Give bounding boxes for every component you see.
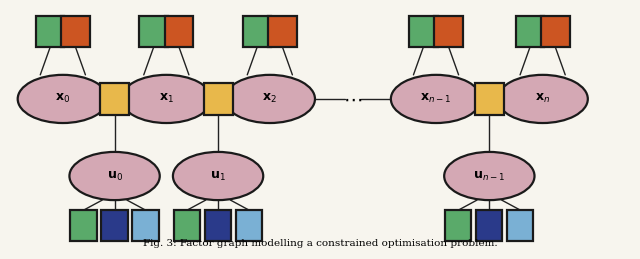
Ellipse shape bbox=[69, 152, 160, 200]
Ellipse shape bbox=[121, 75, 211, 123]
FancyBboxPatch shape bbox=[508, 210, 533, 241]
FancyBboxPatch shape bbox=[541, 16, 570, 47]
FancyBboxPatch shape bbox=[409, 16, 438, 47]
FancyBboxPatch shape bbox=[475, 83, 504, 115]
Text: $\mathbf{x}_2$: $\mathbf{x}_2$ bbox=[262, 92, 277, 105]
Text: $\cdots$: $\cdots$ bbox=[343, 89, 362, 109]
FancyBboxPatch shape bbox=[445, 210, 472, 241]
FancyBboxPatch shape bbox=[140, 16, 168, 47]
FancyBboxPatch shape bbox=[132, 210, 159, 241]
FancyBboxPatch shape bbox=[102, 210, 128, 241]
Ellipse shape bbox=[391, 75, 481, 123]
FancyBboxPatch shape bbox=[435, 16, 463, 47]
Ellipse shape bbox=[173, 152, 263, 200]
FancyBboxPatch shape bbox=[61, 16, 90, 47]
Text: $\mathbf{x}_1$: $\mathbf{x}_1$ bbox=[159, 92, 174, 105]
FancyBboxPatch shape bbox=[476, 210, 502, 241]
FancyBboxPatch shape bbox=[70, 210, 97, 241]
Text: $\mathbf{x}_{n-1}$: $\mathbf{x}_{n-1}$ bbox=[420, 92, 452, 105]
Ellipse shape bbox=[497, 75, 588, 123]
Text: $\mathbf{u}_1$: $\mathbf{u}_1$ bbox=[210, 169, 226, 183]
FancyBboxPatch shape bbox=[100, 83, 129, 115]
FancyBboxPatch shape bbox=[236, 210, 262, 241]
Text: $\mathbf{u}_0$: $\mathbf{u}_0$ bbox=[107, 169, 123, 183]
FancyBboxPatch shape bbox=[164, 16, 193, 47]
Text: Fig. 3: Factor graph modelling a constrained optimisation problem.: Fig. 3: Factor graph modelling a constra… bbox=[143, 239, 497, 248]
Text: $\mathbf{u}_{n-1}$: $\mathbf{u}_{n-1}$ bbox=[474, 169, 506, 183]
Ellipse shape bbox=[18, 75, 108, 123]
FancyBboxPatch shape bbox=[174, 210, 200, 241]
FancyBboxPatch shape bbox=[268, 16, 297, 47]
Text: $\mathbf{x}_n$: $\mathbf{x}_n$ bbox=[535, 92, 550, 105]
Text: $\mathbf{x}_0$: $\mathbf{x}_0$ bbox=[55, 92, 70, 105]
FancyBboxPatch shape bbox=[205, 210, 231, 241]
FancyBboxPatch shape bbox=[243, 16, 271, 47]
Ellipse shape bbox=[444, 152, 534, 200]
Ellipse shape bbox=[225, 75, 315, 123]
FancyBboxPatch shape bbox=[516, 16, 544, 47]
FancyBboxPatch shape bbox=[36, 16, 65, 47]
FancyBboxPatch shape bbox=[204, 83, 232, 115]
